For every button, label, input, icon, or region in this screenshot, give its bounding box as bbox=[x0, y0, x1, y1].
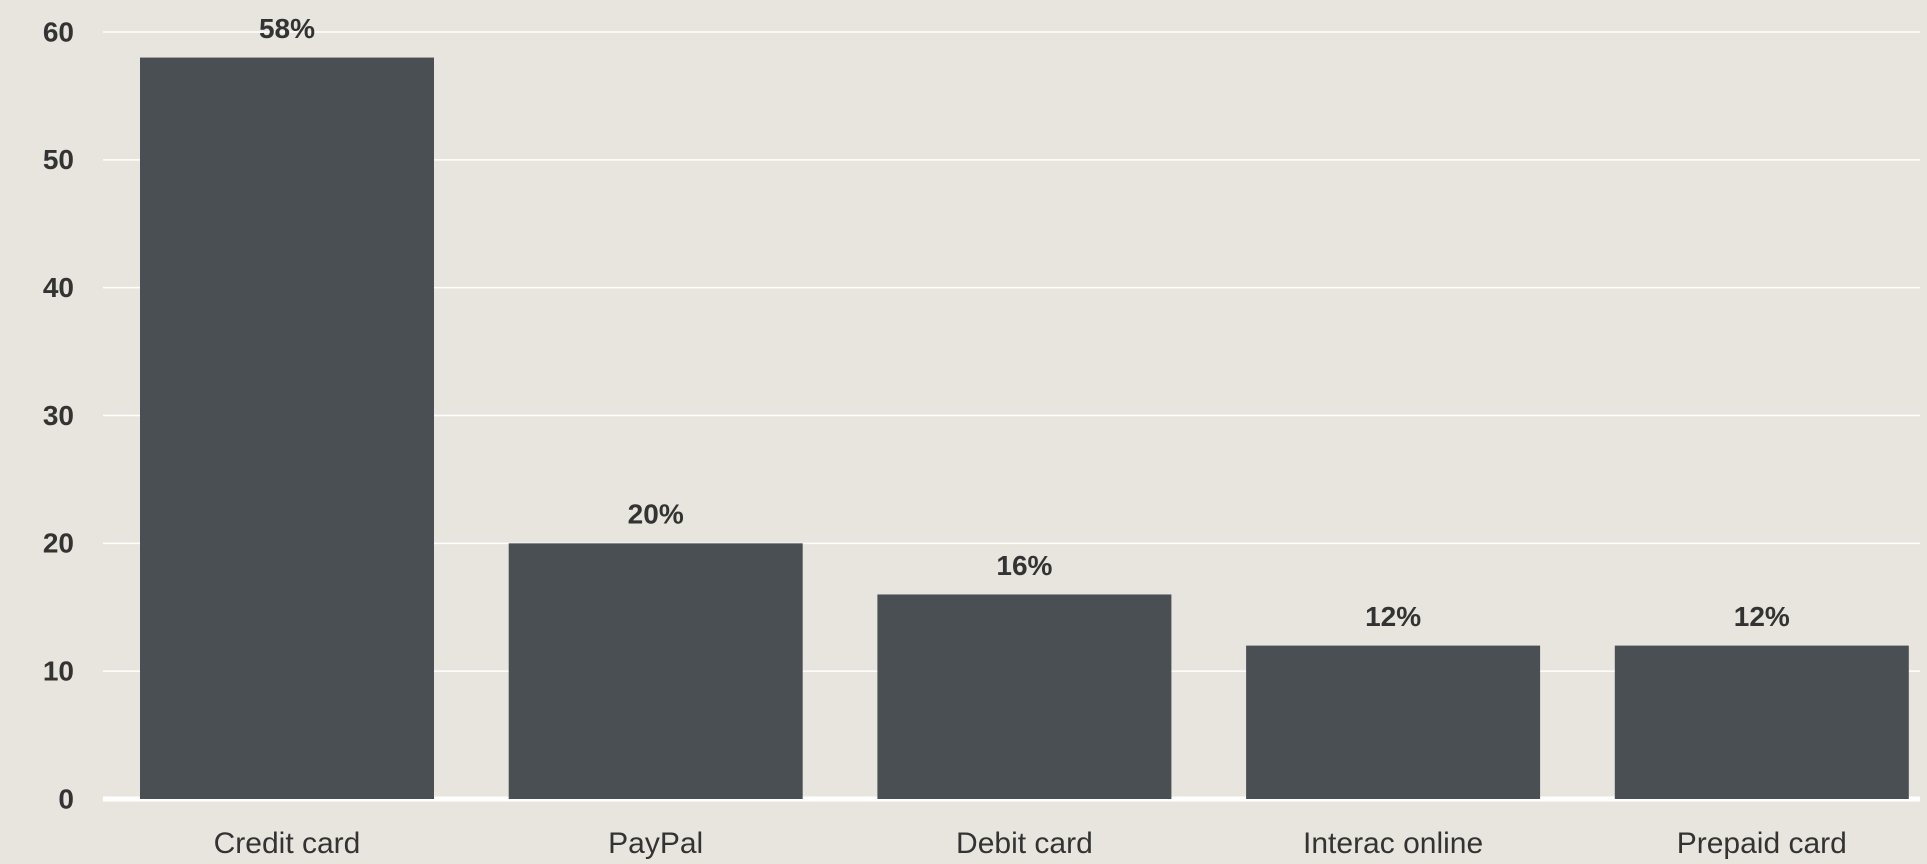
x-tick-label: Credit card bbox=[214, 827, 361, 860]
bars bbox=[140, 57, 1909, 800]
value-label: 58% bbox=[259, 13, 315, 44]
y-tick-label: 50 bbox=[43, 144, 74, 175]
y-tick-label: 60 bbox=[43, 16, 74, 47]
value-label: 12% bbox=[1734, 601, 1790, 632]
y-tick-label: 20 bbox=[43, 528, 74, 559]
y-tick-label: 10 bbox=[43, 656, 74, 687]
x-tick-label: Prepaid card bbox=[1677, 827, 1847, 860]
bar bbox=[1246, 645, 1541, 799]
x-tick-label: Interac online bbox=[1303, 827, 1483, 860]
bar bbox=[508, 543, 803, 799]
value-label: 16% bbox=[996, 550, 1052, 581]
y-tick-label: 40 bbox=[43, 272, 74, 303]
bar bbox=[140, 57, 434, 800]
value-label: 12% bbox=[1365, 601, 1421, 632]
bar bbox=[877, 594, 1172, 799]
x-tick-label: Debit card bbox=[956, 827, 1093, 860]
y-tick-label: 30 bbox=[43, 400, 74, 431]
labels: 0 10 20 30 40 50 60 Credit card 58% PayPal 20% Debi… bbox=[43, 13, 1847, 860]
x-tick-label: PayPal bbox=[608, 827, 703, 860]
value-label: 20% bbox=[628, 499, 684, 530]
y-tick-label: 0 bbox=[58, 783, 74, 814]
bar bbox=[1614, 645, 1909, 799]
